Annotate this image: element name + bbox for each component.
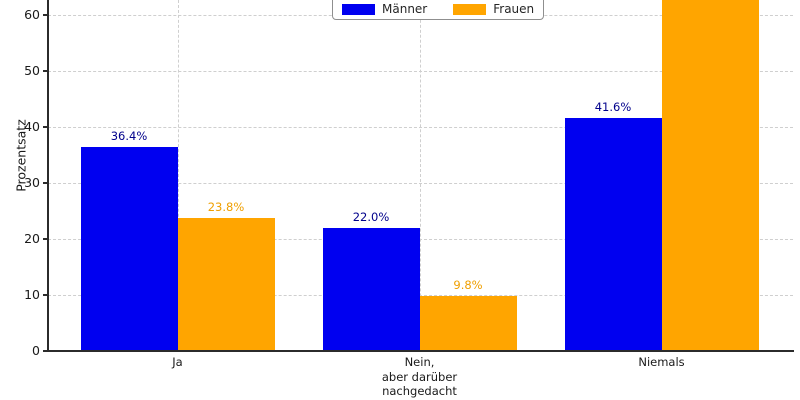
h-gridline-20 xyxy=(48,239,793,240)
bar-value-label-maenner-1: 22.0% xyxy=(352,209,390,224)
h-gridline-50 xyxy=(48,71,793,72)
y-tick-mark-40 xyxy=(43,126,48,128)
v-gridline-1 xyxy=(419,0,421,351)
legend-swatch-maenner xyxy=(342,4,375,15)
y-tick-label-30: 30 xyxy=(24,175,40,190)
y-tick-mark-50 xyxy=(43,70,48,72)
bar-value-label-frauen-1: 9.8% xyxy=(453,278,483,293)
y-tick-mark-20 xyxy=(43,238,48,240)
bar-frauen-2 xyxy=(661,0,759,351)
x-axis-spine xyxy=(47,350,794,352)
y-tick-mark-60 xyxy=(43,14,48,16)
y-tick-mark-0 xyxy=(43,350,48,352)
bar-frauen-0 xyxy=(177,217,275,351)
h-gridline-30 xyxy=(48,183,793,184)
y-tick-mark-30 xyxy=(43,182,48,184)
y-tick-label-20: 20 xyxy=(24,231,40,246)
legend-swatch-frauen xyxy=(453,4,487,15)
bar-value-label-frauen-0: 23.8% xyxy=(207,199,245,214)
y-tick-label-40: 40 xyxy=(24,119,40,134)
legend-label-maenner: Männer xyxy=(382,2,428,16)
bar-maenner-1 xyxy=(322,227,420,351)
y-axis-spine xyxy=(47,0,49,352)
y-tick-label-50: 50 xyxy=(24,63,40,78)
x-tick-label-2: Niemals xyxy=(638,355,685,369)
bar-value-label-maenner-2: 41.6% xyxy=(594,100,632,115)
x-tick-label-1: Nein, aber darüber nachgedacht xyxy=(381,355,458,398)
legend: Männer Frauen xyxy=(332,0,545,20)
bar-value-label-maenner-0: 36.4% xyxy=(110,129,148,144)
y-tick-label-10: 10 xyxy=(24,287,40,302)
legend-label-frauen: Frauen xyxy=(493,2,535,16)
y-tick-mark-10 xyxy=(43,294,48,296)
y-tick-label-0: 0 xyxy=(32,343,40,358)
bar-maenner-2 xyxy=(564,118,662,351)
y-tick-label-60: 60 xyxy=(24,7,40,22)
bar-frauen-1 xyxy=(419,296,517,351)
bar-maenner-0 xyxy=(80,147,178,351)
x-tick-label-0: Ja xyxy=(172,355,183,369)
h-gridline-40 xyxy=(48,127,793,128)
v-gridline-0 xyxy=(177,0,179,351)
h-gridline-10 xyxy=(48,295,793,296)
